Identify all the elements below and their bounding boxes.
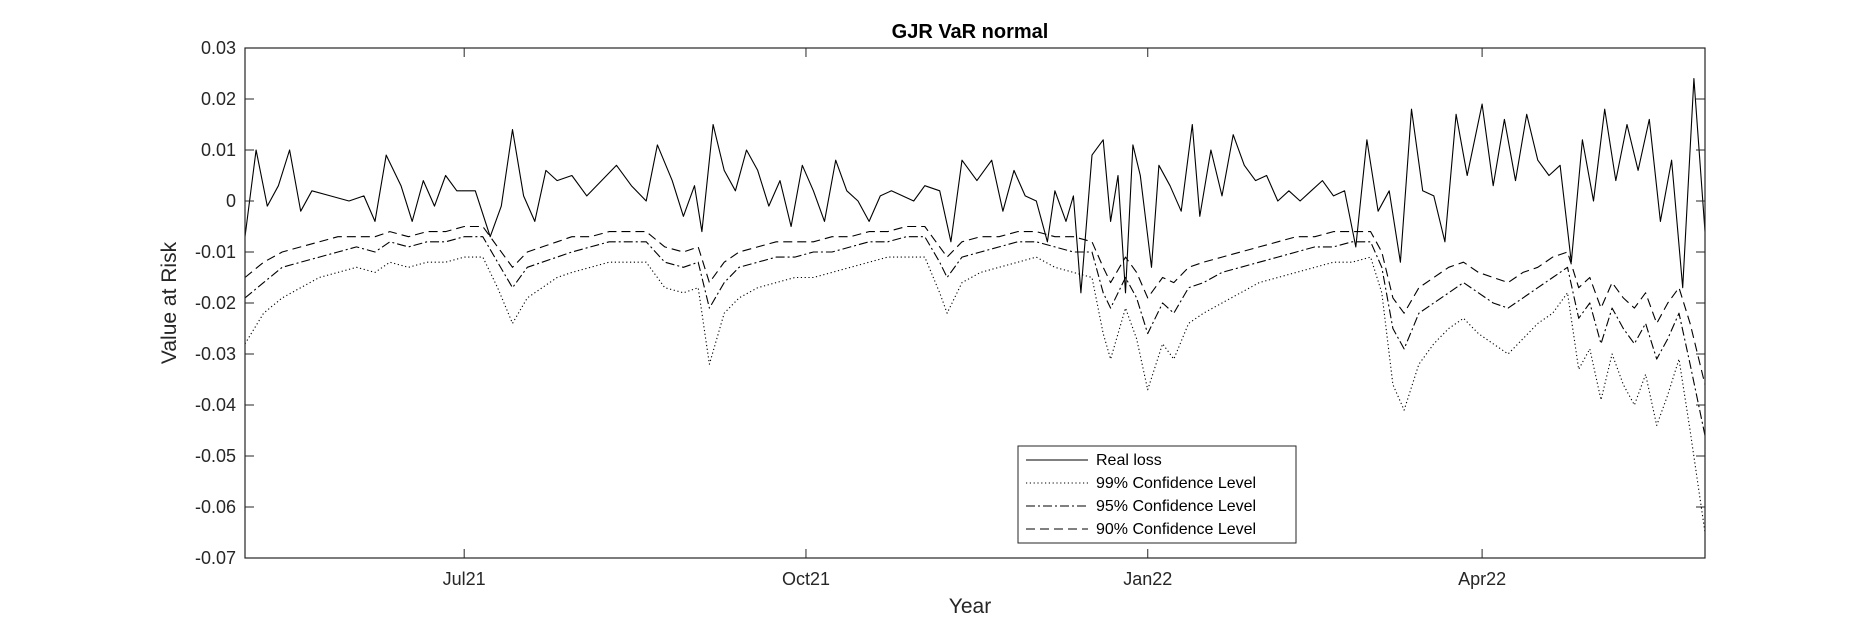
series-line-0: [244, 78, 1706, 294]
legend-items: Real loss 99% Confidence Level 95% Confide…: [1026, 452, 1256, 538]
chart-title: GJR VaR normal: [892, 21, 1049, 43]
x-axis: Jul21 Oct21 Jan22 Apr22: [443, 48, 1506, 589]
y-tick-label: -0.06: [195, 497, 236, 517]
series-line-2: [244, 236, 1706, 436]
series-layer: [244, 78, 1706, 533]
y-axis-label: Value at Risk: [158, 241, 181, 364]
x-tick-label: Jul21: [443, 569, 486, 589]
x-tick-label: Apr22: [1458, 569, 1506, 589]
y-tick-label: 0.03: [201, 38, 236, 58]
y-tick-label: -0.04: [195, 395, 236, 415]
legend-box: [1017, 445, 1297, 544]
y-axis: -0.07 -0.06 -0.05 -0.04 -0.03 -0.02 -0.01 0 0.01…: [195, 38, 1705, 568]
x-axis-label: Year: [949, 595, 991, 618]
legend-label-1: 99% Confidence Level: [1096, 475, 1256, 492]
x-tick-label: Oct21: [782, 569, 830, 589]
legend: Real loss 99% Confidence Level 95% Confide…: [1017, 445, 1297, 544]
y-tick-label: 0.02: [201, 89, 236, 109]
legend-label-3: 90% Confidence Level: [1096, 521, 1256, 538]
series-line-3: [244, 225, 1706, 385]
y-tick-label: 0: [226, 191, 236, 211]
y-tick-label: -0.02: [195, 293, 236, 313]
y-tick-label: -0.03: [195, 344, 236, 364]
y-tick-label: 0.01: [201, 140, 236, 160]
y-tick-label: -0.07: [195, 548, 236, 568]
legend-label-2: 95% Confidence Level: [1096, 498, 1256, 515]
y-tick-label: -0.05: [195, 446, 236, 466]
y-tick-label: -0.01: [195, 242, 236, 262]
legend-label-0: Real loss: [1096, 452, 1162, 469]
x-tick-label: Jan22: [1123, 569, 1172, 589]
